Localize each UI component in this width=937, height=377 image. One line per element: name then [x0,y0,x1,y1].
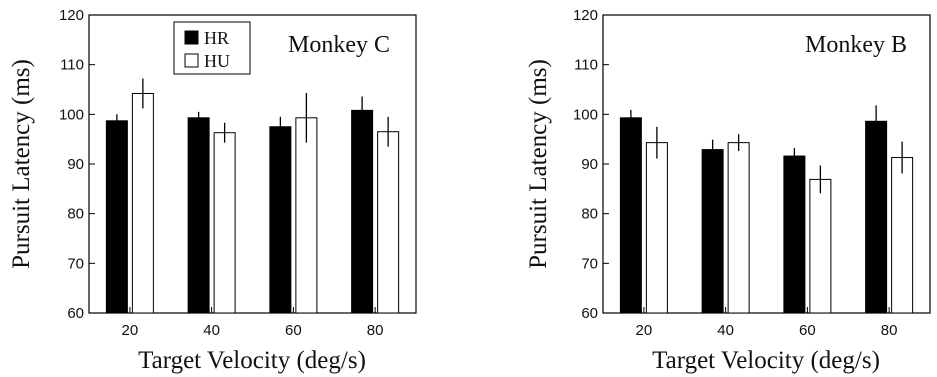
x-tick-label: 60 [799,322,816,339]
y-tick-label: 110 [574,57,598,74]
legend-label-hu: HU [204,51,230,71]
y-tick-label: 120 [573,7,598,24]
bar-hu-80 [377,131,400,314]
y-tick-label: 70 [67,255,84,272]
y-tick-label: 90 [67,156,84,173]
x-ticks-group: 20 40 60 80 [636,307,898,339]
bar-hu-40 [727,142,750,314]
y-tick-label: 80 [581,206,598,223]
bar-hu-60 [809,178,832,314]
x-tick-label: 20 [636,322,653,339]
x-tick-label: 60 [285,322,302,339]
bar-hu-20 [131,92,154,314]
panel-label: Monkey B [805,32,907,58]
bar-hr-60 [783,155,806,314]
y-tick-label: 120 [59,7,84,24]
bar-hu-80 [891,157,914,314]
bar-hr-40 [187,117,210,314]
y-tick-label: 70 [581,255,598,272]
chart-panel-monkey-b: 60 70 80 90 100 110 120 20 40 60 80 Monkey B Targ… [525,7,931,374]
x-axis-label: Target Velocity (deg/s) [138,347,366,374]
x-tick-label: 80 [881,322,898,339]
legend-swatch-hr [184,30,199,45]
x-tick-label: 80 [367,322,384,339]
y-ticks-group: 60 70 80 90 100 110 120 [59,7,95,322]
bar-hr-20 [619,117,642,314]
legend-swatch-hu [184,53,199,68]
x-tick-label: 40 [203,322,220,339]
x-ticks-group: 20 40 60 80 [122,307,384,339]
bar-hr-60 [269,126,292,314]
bars-group [619,105,914,314]
y-tick-label: 60 [581,305,598,322]
legend: HR HU [173,21,251,75]
y-tick-label: 110 [60,57,84,74]
y-tick-label: 60 [67,305,84,322]
x-tick-label: 40 [717,322,734,339]
bar-hu-40 [213,132,236,314]
y-tick-label: 80 [67,206,84,223]
y-tick-label: 90 [581,156,598,173]
y-tick-label: 100 [573,106,598,123]
y-axis-label: Pursuit Latency (ms) [8,59,35,269]
bar-hr-80 [351,109,374,314]
bars-group [105,78,400,314]
y-tick-label: 100 [59,106,84,123]
legend-label-hr: HR [204,28,229,48]
bar-hu-60 [295,117,318,314]
x-tick-label: 20 [122,322,139,339]
panel-label: Monkey C [288,32,390,58]
bar-hr-40 [701,149,724,314]
bar-hr-80 [865,120,888,314]
chart-panel-monkey-c: 60 70 80 90 100 110 120 20 40 60 80 Monkey C HR H… [8,7,417,374]
y-axis-label: Pursuit Latency (ms) [525,59,552,269]
x-axis-label: Target Velocity (deg/s) [652,347,880,374]
bar-hr-20 [105,120,128,314]
bar-hu-20 [645,142,668,314]
y-ticks-group: 60 70 80 90 100 110 120 [573,7,609,322]
